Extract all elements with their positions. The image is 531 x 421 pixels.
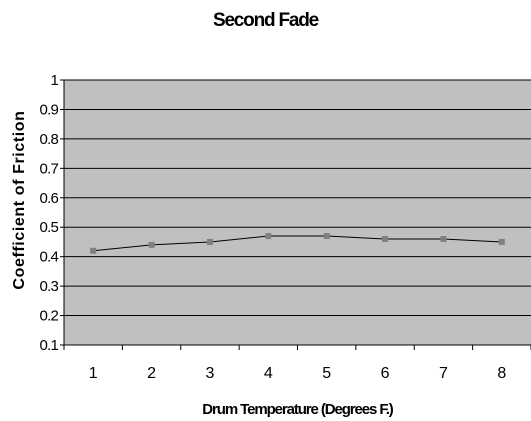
y-tick-label: 0.6 [40, 190, 59, 207]
data-point [206, 238, 213, 245]
series-line [93, 235, 502, 252]
x-tick-label: 6 [381, 365, 390, 382]
data-point [90, 247, 97, 254]
y-tick-label: 0.1 [40, 337, 59, 354]
y-tick-label: 1 [50, 72, 58, 89]
y-tick-label: 0.4 [40, 249, 59, 266]
plot-area [64, 80, 531, 345]
data-point [498, 238, 505, 245]
data-point [148, 241, 155, 248]
x-tick-label: 4 [264, 365, 273, 382]
x-tick-label: 8 [497, 365, 506, 382]
y-tick-label: 0.2 [40, 308, 59, 325]
x-axis-label: Drum Temperature (Degrees F.) [202, 401, 393, 418]
data-point [323, 233, 330, 240]
chart-title: Second Fade [212, 10, 319, 31]
x-tick-label: 3 [205, 365, 214, 382]
x-tick-label: 7 [439, 365, 448, 382]
x-tick-label: 2 [147, 365, 156, 382]
x-tick-label: 5 [322, 365, 331, 382]
y-tick-label: 0.7 [40, 160, 59, 177]
y-tick-label: 0.5 [40, 219, 59, 236]
data-point [265, 233, 272, 240]
y-tick-label: 0.8 [40, 131, 59, 148]
y-tick-label: 0.3 [40, 278, 59, 295]
x-tick-label: 1 [89, 365, 98, 382]
data-point [382, 236, 389, 242]
data-point [440, 236, 447, 242]
y-tick-label: 0.9 [40, 101, 59, 118]
